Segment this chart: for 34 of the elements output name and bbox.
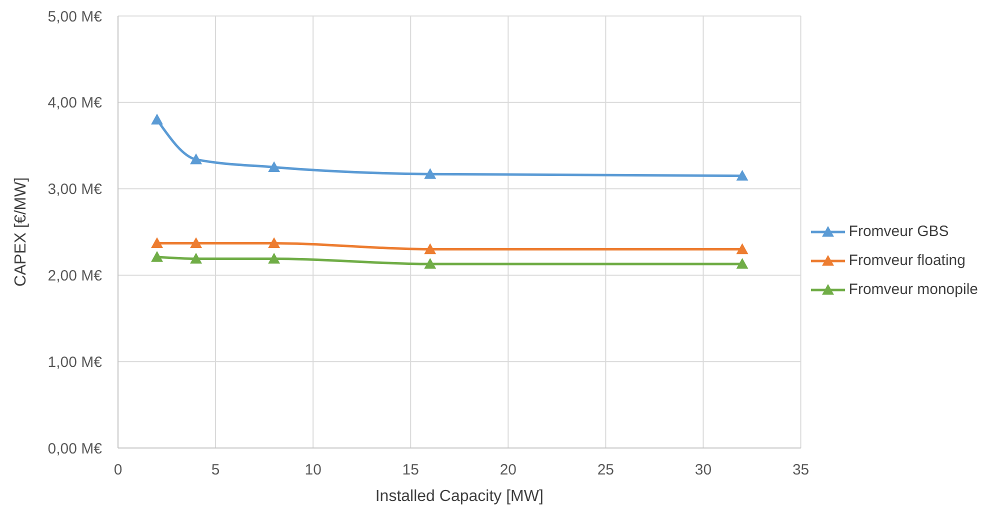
x-tick-label: 0 bbox=[114, 462, 122, 479]
point bbox=[268, 252, 280, 264]
point bbox=[736, 243, 748, 254]
point bbox=[736, 258, 748, 269]
x-tick-label: 5 bbox=[211, 462, 220, 479]
y-tick-label: 2,00 M€ bbox=[48, 268, 103, 285]
point bbox=[190, 153, 202, 164]
x-tick-label: 25 bbox=[597, 462, 614, 479]
x-tick-label: 35 bbox=[792, 462, 810, 479]
x-axis-title: Installed Capacity [MW] bbox=[375, 488, 544, 505]
y-tick-label: 4,00 M€ bbox=[48, 94, 103, 112]
legend-label: Fromveur monopile bbox=[848, 281, 978, 298]
point bbox=[190, 237, 202, 248]
x-tick-label: 30 bbox=[694, 462, 712, 479]
y-tick-label: 1,00 M€ bbox=[48, 354, 103, 371]
x-tick-label: 20 bbox=[500, 462, 517, 479]
y-tick-label: 3,00 M€ bbox=[48, 181, 103, 198]
point bbox=[736, 170, 748, 181]
legend-label: Fromveur GBS bbox=[848, 223, 949, 240]
point bbox=[424, 258, 436, 269]
point bbox=[424, 243, 436, 254]
point bbox=[151, 237, 164, 248]
y-axis-title: CAPEX [€/MW] bbox=[12, 177, 30, 287]
point bbox=[268, 237, 280, 248]
point bbox=[151, 114, 164, 124]
x-tick-label: 15 bbox=[402, 462, 419, 479]
x-tick-label: 10 bbox=[304, 462, 322, 479]
point bbox=[268, 161, 280, 172]
y-tick-label: 5,00 M€ bbox=[48, 8, 103, 26]
y-tick-label: 0,00 M€ bbox=[48, 440, 103, 458]
point bbox=[151, 251, 164, 262]
point bbox=[424, 168, 436, 179]
legend-label: Fromveur floating bbox=[848, 252, 966, 269]
point bbox=[190, 252, 202, 264]
